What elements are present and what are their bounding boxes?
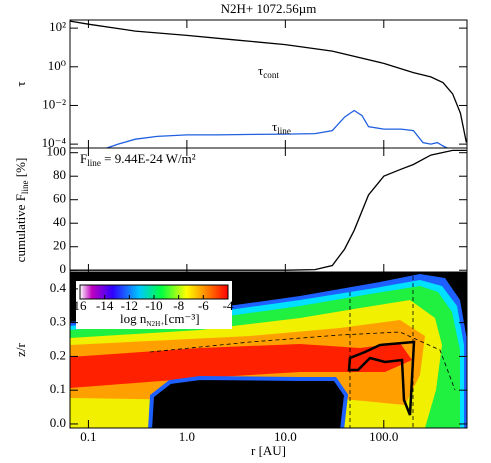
plot-frame — [69, 271, 468, 429]
y-tick-label: 10⁻⁴ — [42, 135, 67, 150]
y-tick-label: 20 — [53, 238, 66, 253]
y-tick-label: 10⁰ — [48, 58, 66, 73]
annotation: τline — [272, 119, 291, 136]
x-tick-label: 100.0 — [369, 429, 398, 444]
plot-area — [70, 20, 467, 148]
x-tick-label: 0.1 — [80, 429, 96, 444]
colorbar-tick-label: -14 — [96, 298, 114, 313]
annotation-sub: cont — [263, 70, 279, 80]
y-tick-label: 0.2 — [50, 347, 66, 362]
x-tick-label: 1.0 — [179, 429, 195, 444]
y-tick-label: 0.4 — [50, 280, 67, 295]
y-tick-label: 0 — [60, 261, 67, 276]
y-axis-label: τ — [13, 81, 28, 86]
colorbar-tick-label: -12 — [121, 298, 138, 313]
annotation-rest: = 9.44E-24 W/m² — [101, 151, 196, 166]
colorbar-tick-label: -6 — [198, 298, 209, 313]
y-axis-label: cumulative Fline [%] — [13, 158, 30, 263]
plot-frame — [69, 19, 468, 149]
y-tick-label: 0.3 — [50, 314, 66, 329]
y-tick-label: 100 — [47, 144, 67, 159]
x-tick-label: 10.0 — [274, 429, 297, 444]
abundance-map — [70, 272, 467, 428]
y-tick-label: 0.0 — [50, 415, 66, 430]
colorbar-tick-label: -8 — [173, 298, 184, 313]
colorbar-tick-label: -10 — [145, 298, 162, 313]
y-tick-label: 10² — [49, 19, 66, 34]
annotation: τcont — [258, 63, 279, 80]
colorbar-label-main: log n — [120, 311, 147, 326]
annotation-main: τ — [272, 119, 277, 134]
chart-title: N2H+ 1072.56µm — [221, 1, 317, 16]
annotation-main: τ — [258, 63, 263, 78]
annotation-sub: line — [87, 158, 101, 168]
y-axis-label: z/r — [13, 342, 28, 356]
annotation-sub: line — [277, 126, 291, 136]
plot-area — [70, 149, 467, 271]
x-axis-label: r [AU] — [251, 443, 286, 458]
colorbar-label-sub: N2H+ — [146, 320, 164, 328]
data-line — [105, 109, 449, 148]
colorbar-label: log nN2H+[cm⁻³] — [120, 311, 200, 328]
data-line — [70, 20, 467, 143]
y-tick-label: 10⁻² — [42, 96, 66, 111]
y-tick-label: 80 — [53, 167, 66, 182]
y-axis-label-sub: line — [20, 180, 30, 194]
colorbar-tick-label: 16 — [74, 298, 88, 313]
y-tick-label: 40 — [53, 214, 66, 229]
data-line — [70, 149, 467, 271]
colorbar-tick-label: -4 — [223, 298, 234, 313]
annotation-main: F — [80, 151, 87, 166]
y-tick-label: 0.1 — [50, 381, 66, 396]
y-axis-label-rest: [%] — [13, 158, 28, 181]
y-tick-label: 60 — [53, 191, 66, 206]
annotation: Fline = 9.44E-24 W/m² — [80, 151, 196, 168]
colorbar-label-rest: [cm⁻³] — [164, 311, 199, 326]
y-axis-label-main: cumulative F — [13, 194, 28, 262]
